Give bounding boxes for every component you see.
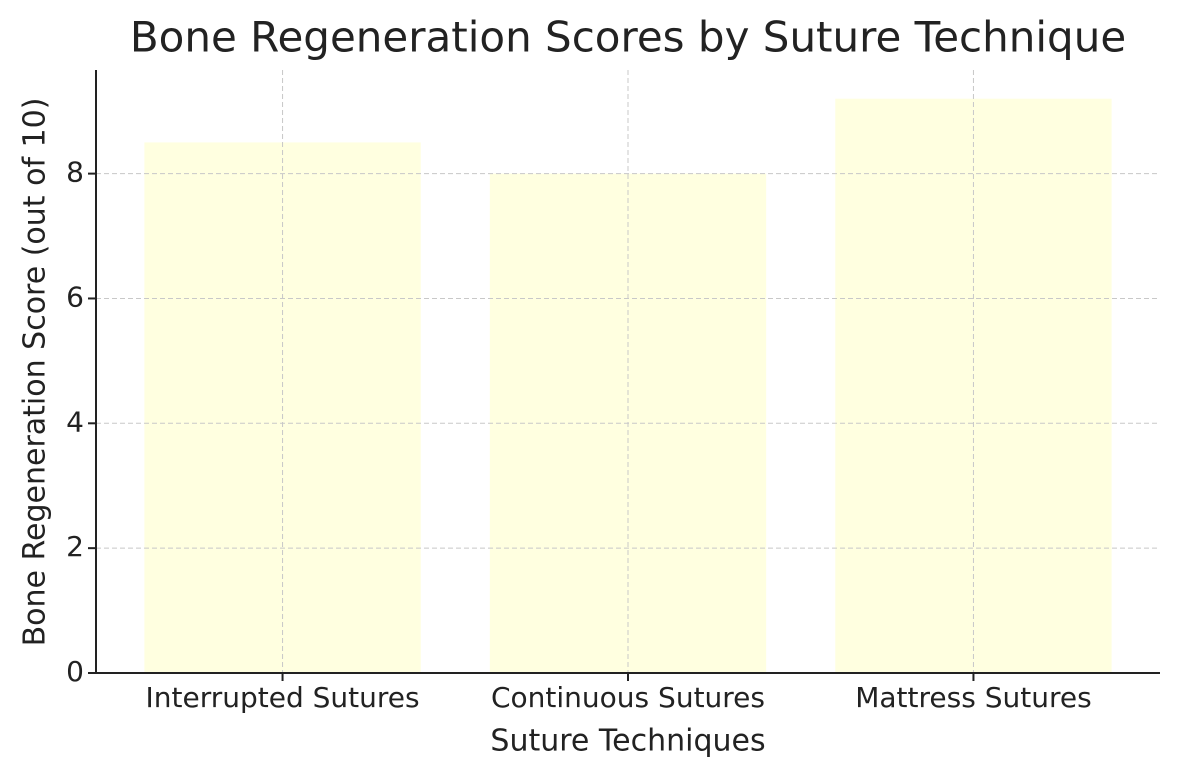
y-tick-label: 4: [66, 405, 84, 438]
y-tick-label: 6: [66, 280, 84, 313]
x-tick-label: Continuous Sutures: [491, 681, 765, 714]
x-axis-label: Suture Techniques: [490, 724, 765, 759]
y-tick-label: 0: [66, 655, 84, 688]
chart-title: Bone Regeneration Scores by Suture Techn…: [130, 13, 1126, 62]
y-axis-label: Bone Regeneration Score (out of 10): [18, 98, 53, 647]
y-tick-label: 8: [66, 156, 84, 189]
x-tick-label: Interrupted Sutures: [145, 681, 419, 714]
x-tick-label: Mattress Sutures: [855, 681, 1091, 714]
y-tick-label: 2: [66, 530, 84, 563]
